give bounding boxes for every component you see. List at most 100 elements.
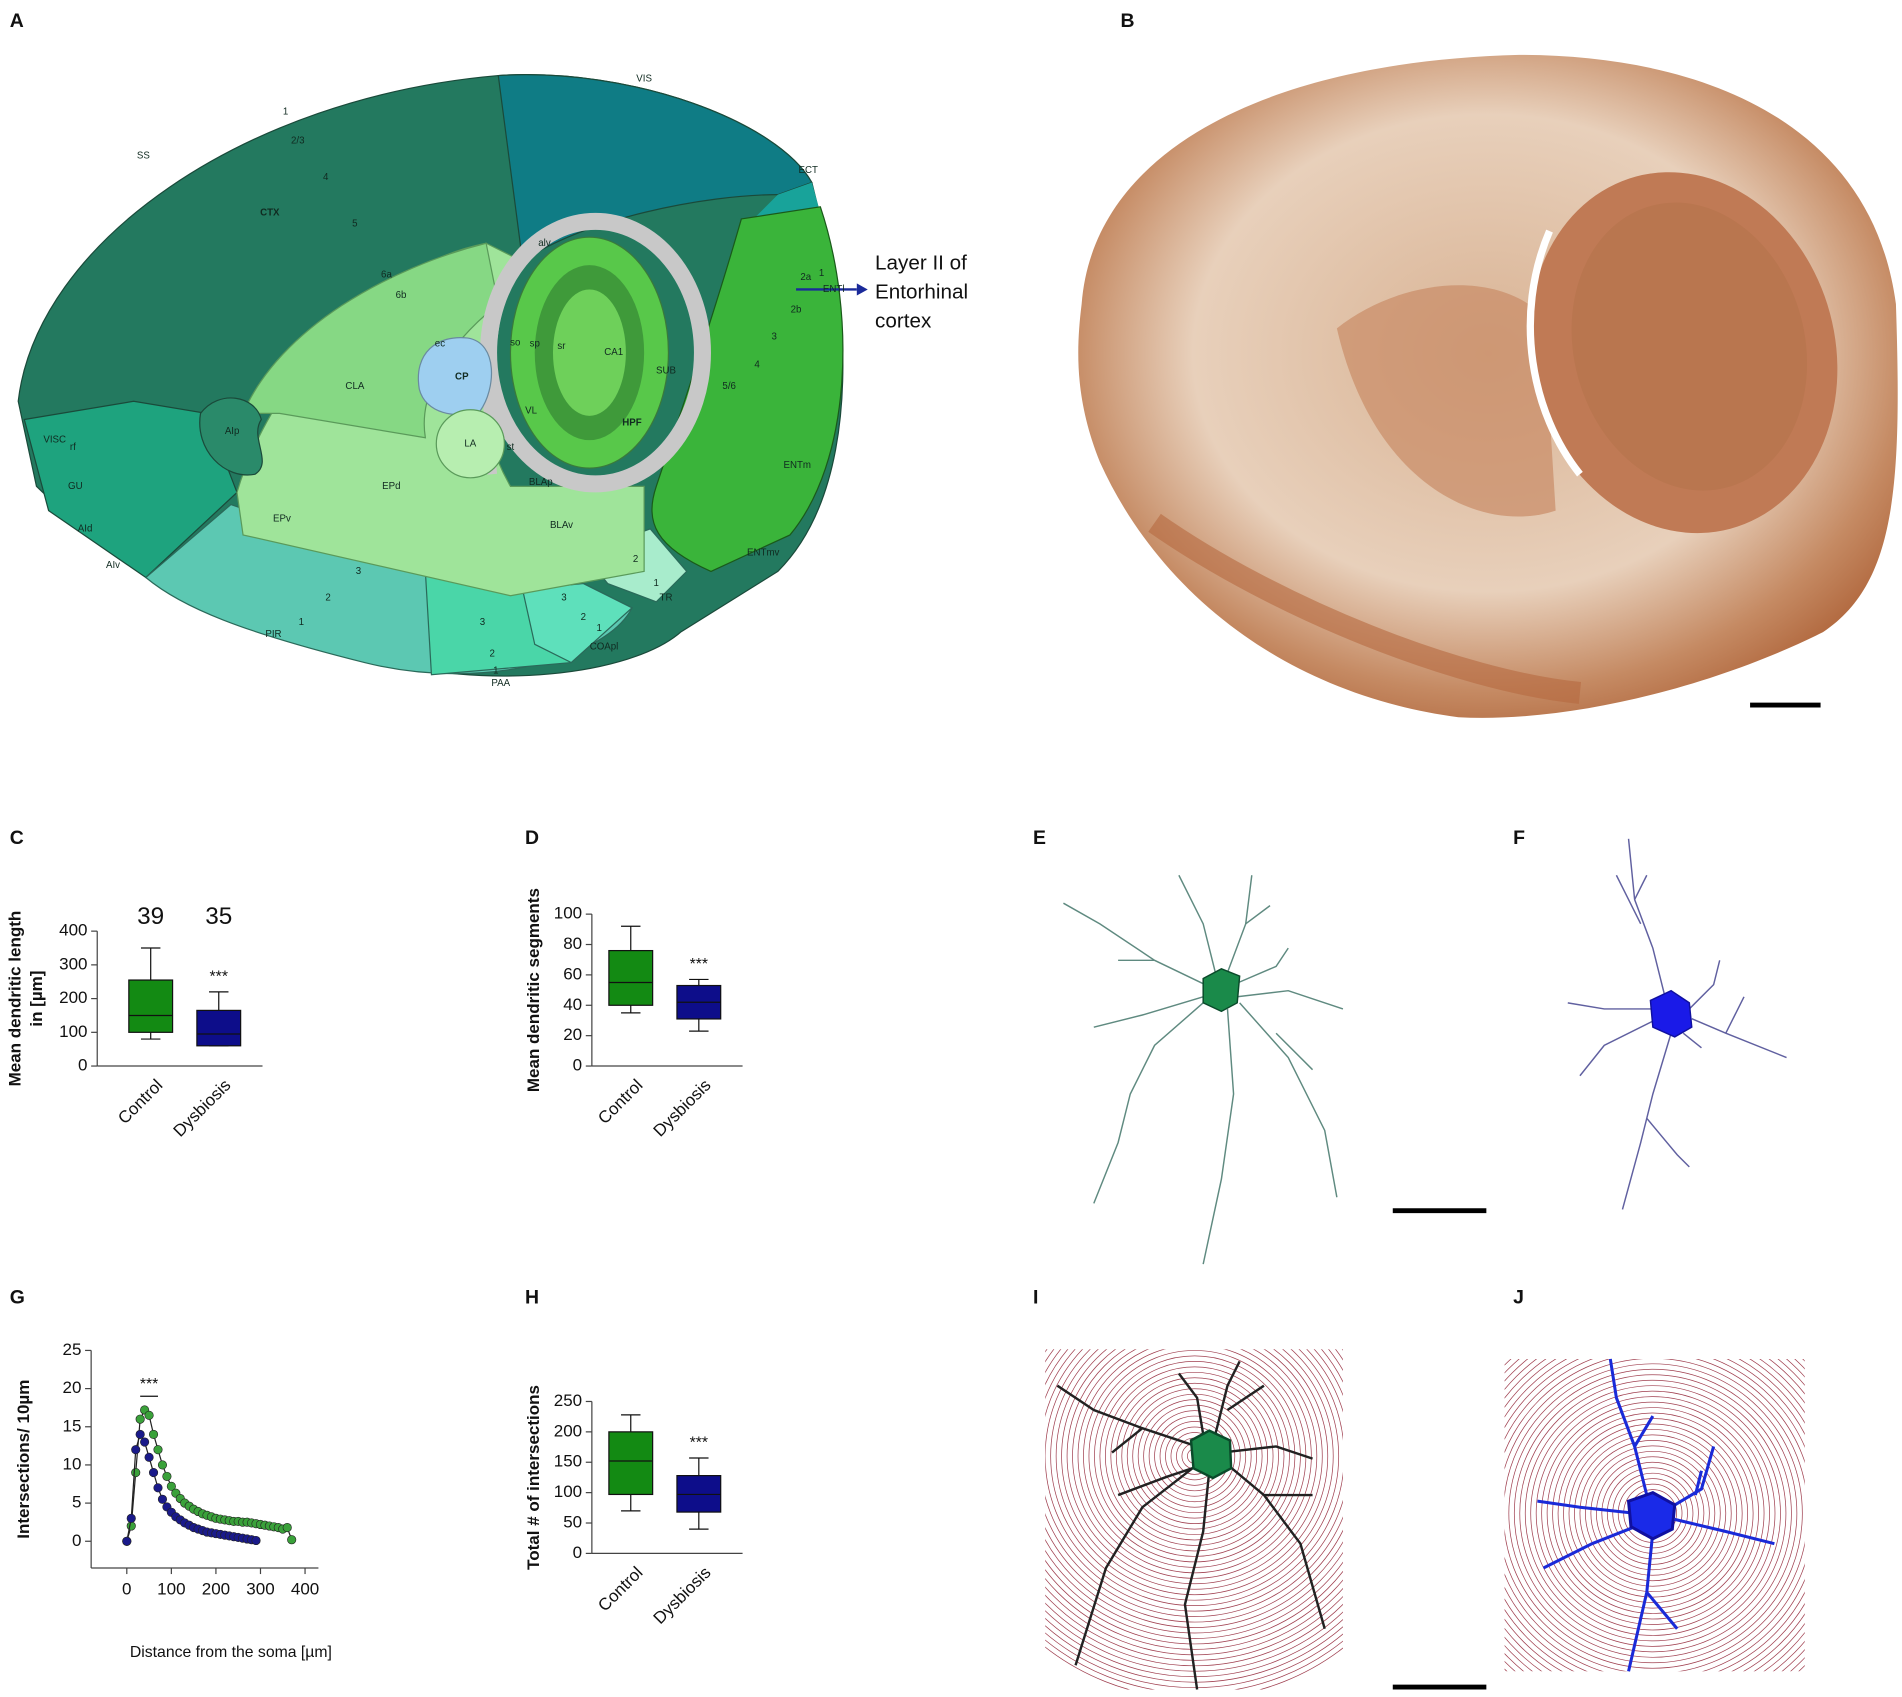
atlas-label: VISC (43, 435, 66, 446)
tissue-image (1078, 54, 1898, 718)
atlas-label: CTX (260, 207, 280, 218)
y-tick-label: 0 (573, 1056, 582, 1075)
ring (1045, 1569, 1343, 1645)
y-axis-label: Intersections/ 10µm (14, 1380, 33, 1539)
ring (1601, 1461, 1705, 1565)
ring (1050, 1349, 1340, 1601)
y-tick-label: 25 (63, 1340, 82, 1359)
atlas-label: 1 (283, 107, 288, 118)
atlas-label: CA1 (604, 347, 623, 358)
point (153, 1445, 163, 1455)
atlas-label: 3 (480, 617, 485, 628)
atlas-label: HPF (622, 418, 642, 429)
panel-label: G (10, 1286, 25, 1308)
atlas-label: so (510, 337, 520, 348)
y-tick-label: 150 (554, 1452, 582, 1471)
ring (1148, 1410, 1241, 1503)
atlas-label: 6b (396, 290, 407, 301)
atlas-label: AIv (106, 560, 120, 571)
atlas-label: rf (70, 442, 76, 453)
panel-label: C (10, 827, 24, 849)
y-tick-label: 200 (554, 1421, 582, 1440)
atlas-label: EPd (382, 481, 400, 492)
panel-label: A (10, 10, 24, 32)
point (153, 1483, 163, 1493)
neuron-sholl-control (1056, 1360, 1326, 1690)
point (251, 1535, 261, 1546)
y-tick-label: 0 (78, 1056, 87, 1075)
count-label: 35 (205, 903, 232, 930)
atlas-label: PIR (265, 629, 281, 640)
y-axis-label: Mean dendritic segments (524, 888, 543, 1092)
ring (1154, 1415, 1236, 1497)
point (122, 1536, 132, 1546)
atlas-label: 2 (490, 649, 495, 660)
atlas-label: BLAv (550, 520, 573, 531)
point (157, 1460, 168, 1470)
point (131, 1468, 141, 1478)
y-axis-label: Mean dendritic length (5, 911, 24, 1087)
ring (1066, 1349, 1323, 1585)
ring (1055, 1349, 1334, 1596)
point (126, 1521, 136, 1531)
ring (1045, 1594, 1343, 1661)
y-tick-label: 200 (59, 988, 87, 1007)
y-tick-label: 0 (72, 1531, 81, 1550)
ring (1045, 1349, 1343, 1639)
x-tick-label: 100 (157, 1579, 185, 1598)
sholl-rings (1504, 1358, 1805, 1672)
x-tick-label: Control (594, 1563, 646, 1615)
panel-label: J (1513, 1286, 1524, 1308)
point (144, 1452, 154, 1462)
atlas-label: SUB (656, 365, 676, 376)
atlas-label: 1 (596, 623, 601, 634)
box (128, 979, 174, 1033)
atlas-label: ENTmv (747, 548, 780, 559)
ring (1524, 1385, 1781, 1642)
y-tick-label: 250 (554, 1391, 582, 1410)
significance: *** (690, 1435, 708, 1452)
atlas-label: COApl (590, 641, 619, 652)
x-axis-label: Distance from the soma [µm] (130, 1644, 332, 1661)
atlas-label: 2 (581, 612, 586, 623)
ring (1504, 1358, 1805, 1669)
atlas-label: GU (68, 481, 83, 492)
ring (1143, 1404, 1247, 1508)
atlas-label: SS (137, 150, 150, 161)
point (282, 1522, 292, 1533)
ring (1612, 1472, 1694, 1554)
y-axis-label: in [µm] (27, 971, 46, 1027)
y-tick-label: 400 (59, 921, 87, 940)
atlas-label: 3 (356, 566, 361, 577)
point (126, 1513, 136, 1523)
ring (1045, 1349, 1343, 1606)
point (140, 1437, 150, 1447)
ring (1552, 1412, 1754, 1614)
point (131, 1445, 141, 1455)
point (135, 1414, 145, 1424)
ring (1519, 1379, 1787, 1647)
atlas-label: TR (660, 593, 673, 604)
ring (1590, 1450, 1716, 1576)
ring (1595, 1456, 1710, 1571)
atlas-label: ENTm (783, 460, 811, 471)
atlas-label: 1 (299, 617, 304, 628)
ring (1126, 1388, 1263, 1524)
y-tick-label: 5 (72, 1493, 81, 1512)
atlas-label: 4 (754, 359, 760, 370)
atlas-label: sp (530, 339, 540, 350)
point (148, 1468, 159, 1478)
ring (1568, 1429, 1738, 1598)
atlas-label: ec (435, 339, 445, 350)
y-tick-label: 40 (563, 995, 582, 1014)
atlas-label: alv (538, 238, 551, 249)
y-tick-label: 100 (59, 1022, 87, 1041)
atlas-label: 1 (493, 666, 498, 677)
x-tick-label: 200 (202, 1579, 230, 1598)
ring (1585, 1445, 1721, 1582)
ring (1546, 1407, 1759, 1620)
ring (1104, 1366, 1285, 1546)
atlas-label: 2/3 (291, 136, 305, 147)
ring (1504, 1363, 1803, 1664)
ring (1045, 1349, 1343, 1634)
